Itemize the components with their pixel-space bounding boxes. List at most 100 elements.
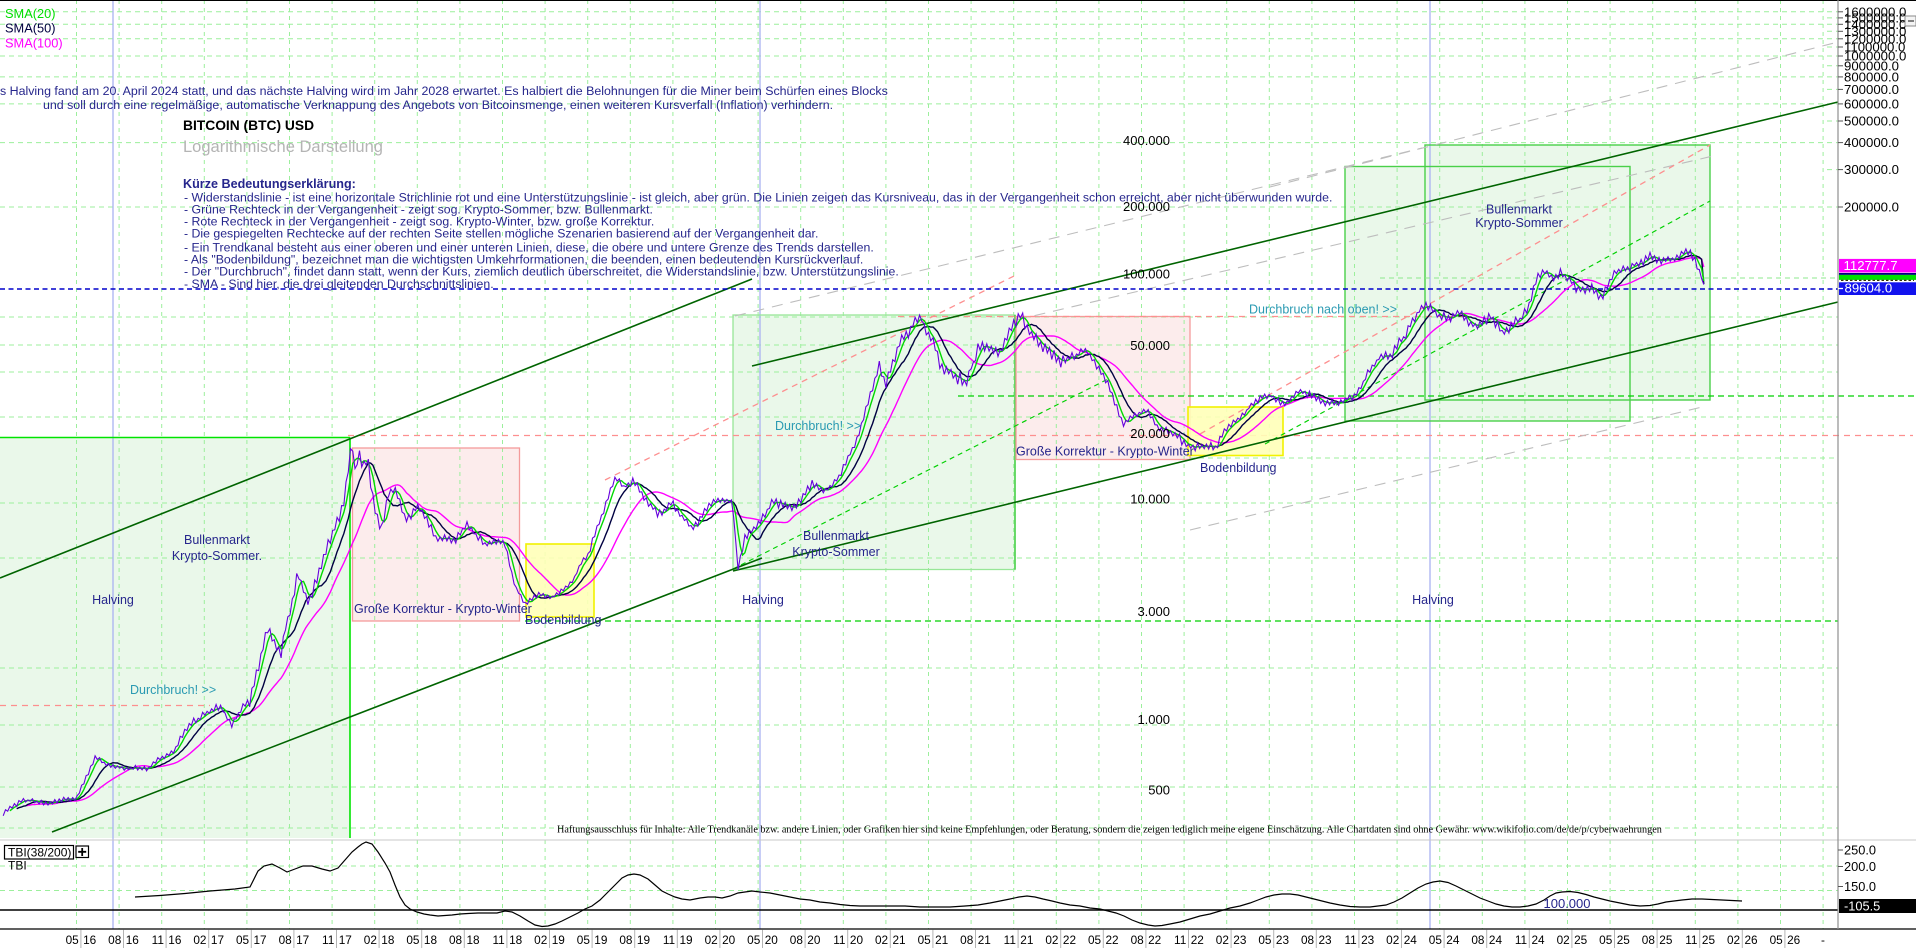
svg-text:16: 16: [126, 933, 140, 947]
svg-text:24: 24: [1532, 933, 1546, 947]
svg-text:Krypto-Sommer: Krypto-Sommer: [1475, 216, 1563, 230]
svg-text:Bullenmarkt: Bullenmarkt: [184, 533, 251, 547]
svg-text:05: 05: [1770, 933, 1784, 947]
svg-text:und soll durch eine regelmäßig: und soll durch eine regelmäßige, automat…: [43, 98, 833, 112]
svg-text:08: 08: [960, 933, 974, 947]
svg-text:Bodenbildung: Bodenbildung: [525, 613, 602, 627]
svg-text:800000.0: 800000.0: [1844, 70, 1899, 85]
svg-text:11: 11: [1004, 933, 1016, 947]
svg-text:- Der "Durchbruch", findet dan: - Der "Durchbruch", findet dann statt, w…: [184, 265, 899, 279]
svg-text:19: 19: [552, 933, 565, 947]
svg-text:- Rote Rechteck in der Vergang: - Rote Rechteck in der Vergangenheit - z…: [184, 215, 654, 229]
svg-text:08: 08: [619, 933, 633, 947]
svg-text:02: 02: [1216, 933, 1229, 947]
svg-text:TBI(38/200): TBI(38/200): [8, 846, 71, 860]
svg-text:89604.0: 89604.0: [1845, 281, 1893, 296]
svg-text:16: 16: [83, 933, 97, 947]
svg-text:- Als "Bodenbildung", bezeichn: - Als "Bodenbildung", bezeichnet man die…: [184, 253, 863, 267]
svg-text:24: 24: [1404, 933, 1418, 947]
svg-text:200.000: 200.000: [1123, 199, 1170, 214]
svg-text:- Grüne Rechteck in der Vergan: - Grüne Rechteck in der Vergangenheit - …: [184, 203, 653, 217]
svg-text:19: 19: [680, 933, 693, 947]
svg-text:02: 02: [1727, 933, 1740, 947]
svg-text:Durchbruch nach oben! >>: Durchbruch nach oben! >>: [1249, 303, 1397, 317]
svg-text:Halving: Halving: [742, 593, 784, 607]
svg-text:11: 11: [1515, 933, 1527, 947]
svg-text:11: 11: [322, 933, 334, 947]
svg-text:112777.7: 112777.7: [1844, 258, 1898, 273]
svg-text:08: 08: [108, 933, 122, 947]
svg-text:02: 02: [705, 933, 718, 947]
svg-text:1100000.0: 1100000.0: [1844, 40, 1905, 55]
svg-text:05: 05: [1088, 933, 1102, 947]
svg-text:1200000.0: 1200000.0: [1844, 31, 1906, 46]
svg-text:18: 18: [509, 933, 523, 947]
svg-text:17: 17: [254, 933, 267, 947]
svg-text:05: 05: [1258, 933, 1272, 947]
svg-text:150.0: 150.0: [1844, 879, 1876, 894]
svg-text:11: 11: [1685, 933, 1697, 947]
svg-text:SMA(100): SMA(100): [5, 36, 63, 51]
svg-text:26: 26: [1787, 933, 1801, 947]
svg-text:1000000.0: 1000000.0: [1844, 49, 1906, 64]
svg-text:Krypto-Sommer.: Krypto-Sommer.: [172, 549, 262, 563]
svg-text:21: 21: [935, 933, 948, 947]
svg-text:250.0: 250.0: [1844, 842, 1876, 857]
svg-text:08: 08: [1301, 933, 1315, 947]
svg-text:25: 25: [1574, 933, 1588, 947]
svg-text:-: -: [1821, 933, 1825, 947]
svg-text:19: 19: [594, 933, 607, 947]
svg-text:400000.0: 400000.0: [1844, 135, 1899, 150]
svg-text:08: 08: [790, 933, 804, 947]
svg-text:s Halving fand am 20. April 20: s Halving fand am 20. April 2024 statt, …: [0, 84, 888, 98]
svg-text:1300000.0: 1300000.0: [1844, 24, 1906, 39]
svg-text:05: 05: [406, 933, 420, 947]
svg-text:900000.0: 900000.0: [1844, 58, 1899, 73]
svg-text:17: 17: [211, 933, 224, 947]
svg-text:25: 25: [1659, 933, 1673, 947]
svg-text:SMA(20): SMA(20): [5, 6, 56, 21]
svg-text:08: 08: [449, 933, 463, 947]
svg-text:18: 18: [467, 933, 481, 947]
svg-text:24: 24: [1489, 933, 1503, 947]
svg-text:Halving: Halving: [1412, 593, 1454, 607]
svg-text:BITCOIN (BTC) USD: BITCOIN (BTC) USD: [183, 118, 314, 133]
svg-text:19: 19: [637, 933, 650, 947]
svg-text:Bullenmarkt: Bullenmarkt: [803, 529, 870, 543]
svg-text:100.000: 100.000: [1544, 896, 1591, 911]
svg-text:22: 22: [1148, 933, 1161, 947]
svg-text:500: 500: [1148, 783, 1170, 798]
svg-text:11: 11: [152, 933, 164, 947]
svg-text:26: 26: [1745, 933, 1759, 947]
svg-text:05: 05: [577, 933, 591, 947]
svg-text:Bodenbildung: Bodenbildung: [1200, 461, 1277, 475]
svg-text:23: 23: [1233, 933, 1247, 947]
svg-text:Kürze Bedeutungserklärung:: Kürze Bedeutungserklärung:: [183, 177, 356, 191]
svg-text:05: 05: [747, 933, 761, 947]
svg-text:05: 05: [1429, 933, 1443, 947]
svg-text:11: 11: [1174, 933, 1186, 947]
svg-text:100.000: 100.000: [1123, 267, 1170, 282]
svg-text:11: 11: [833, 933, 845, 947]
svg-text:700000.0: 700000.0: [1844, 82, 1899, 97]
svg-text:25: 25: [1617, 933, 1631, 947]
svg-text:08: 08: [279, 933, 293, 947]
svg-text:02: 02: [193, 933, 206, 947]
svg-text:400.000: 400.000: [1123, 133, 1170, 148]
svg-text:16: 16: [168, 933, 182, 947]
svg-text:- SMA - Sind hier, die drei gl: - SMA - Sind hier, die drei gleitenden D…: [184, 277, 494, 291]
svg-text:02: 02: [534, 933, 547, 947]
svg-text:22: 22: [1106, 933, 1119, 947]
svg-text:300000.0: 300000.0: [1844, 162, 1899, 177]
svg-text:1500000.0: 1500000.0: [1844, 11, 1906, 26]
svg-text:21: 21: [1020, 933, 1033, 947]
svg-text:3.000: 3.000: [1137, 604, 1170, 619]
svg-text:10.000: 10.000: [1130, 492, 1170, 507]
svg-text:Durchbruch! >>: Durchbruch! >>: [775, 419, 861, 433]
svg-text:17: 17: [339, 933, 352, 947]
svg-text:05: 05: [1599, 933, 1613, 947]
svg-text:23: 23: [1276, 933, 1290, 947]
svg-text:TBI: TBI: [8, 859, 27, 873]
svg-text:20: 20: [850, 933, 864, 947]
svg-text:05: 05: [918, 933, 932, 947]
